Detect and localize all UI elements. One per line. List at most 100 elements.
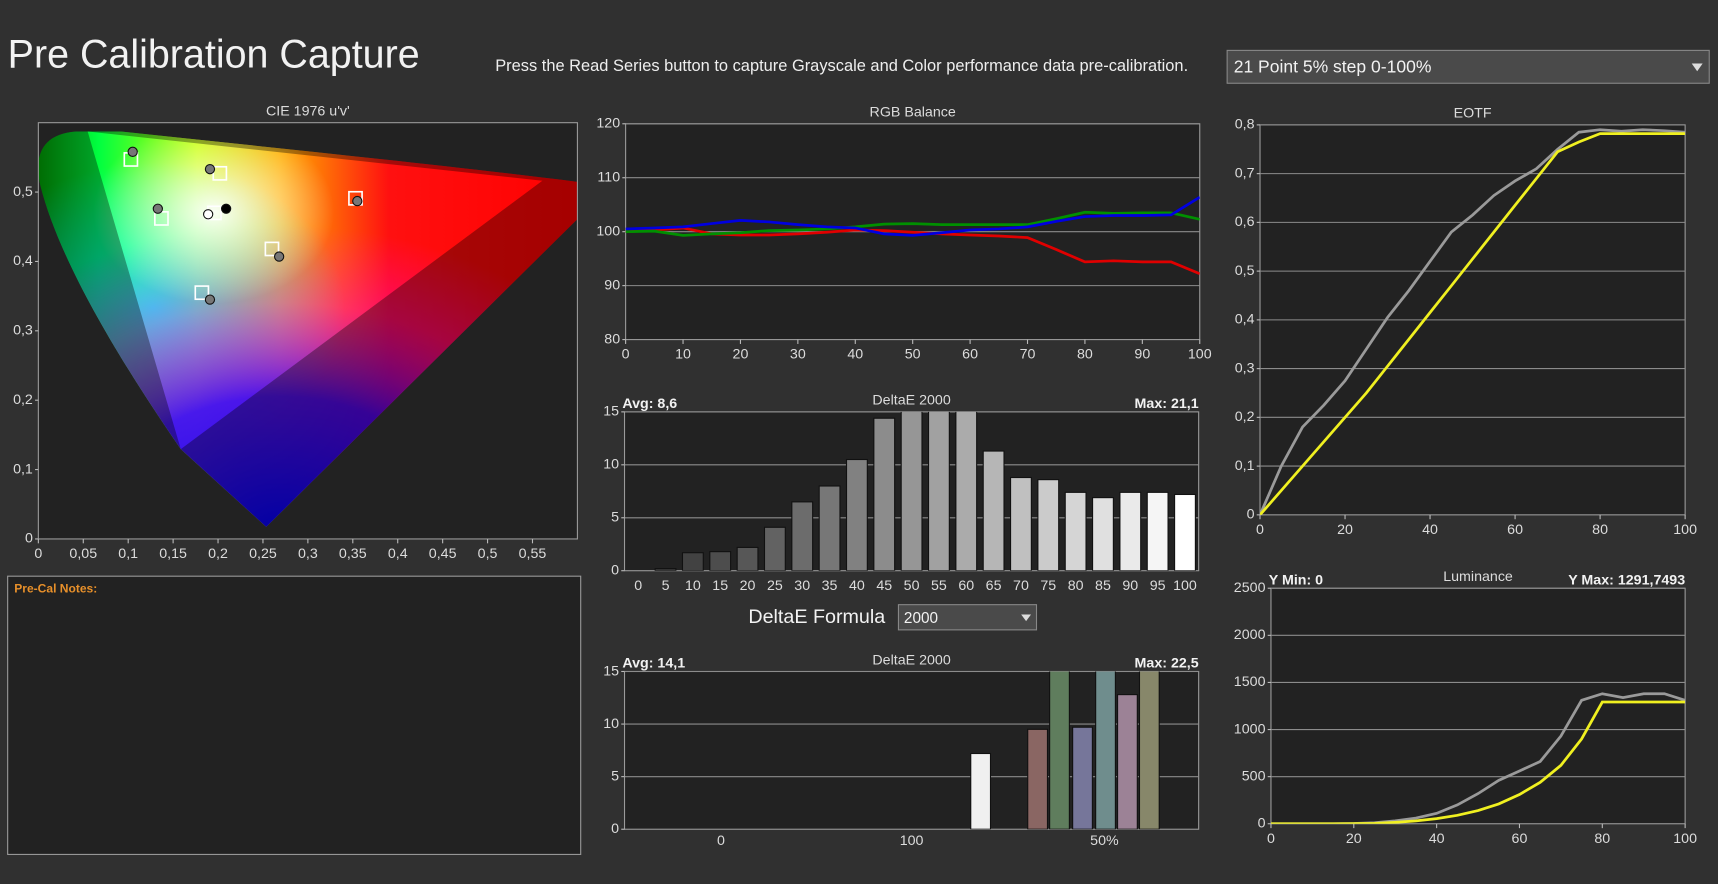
measured-marker [352, 195, 363, 207]
bar [955, 411, 978, 571]
y-tick-label: 1000 [1234, 721, 1266, 737]
x-tick-label: 70 [1020, 347, 1036, 363]
bar [1064, 491, 1087, 571]
dropdown-box[interactable] [1226, 49, 1710, 84]
x-tick-label: 100 [1673, 831, 1697, 847]
series-line [1260, 132, 1686, 515]
bar [818, 485, 841, 571]
measured-marker [220, 203, 232, 214]
x-tick-label: 30 [794, 578, 810, 594]
chart-title: EOTF [1454, 106, 1492, 122]
bar [791, 501, 814, 571]
x-tick-label: 100 [1673, 522, 1697, 538]
x-tick-label: 0,5 [478, 546, 498, 562]
x-tick-label: 60 [958, 578, 974, 594]
chart-title: Luminance [1443, 569, 1513, 585]
chart-line: EOTF 0 0,1 0,2 0,3 0,4 0,5 0,6 0,7 0,8 0 20 40 60 80 10… [1235, 106, 1697, 538]
x-tick-label: 100 [1188, 347, 1212, 363]
x-tick-label: 60 [1512, 831, 1528, 847]
y-tick-label: 0,4 [1235, 312, 1255, 328]
stat-label: Avg: 14,1 [622, 656, 685, 672]
y-tick-label: 1500 [1234, 674, 1266, 690]
chart-title: RGB Balance [870, 105, 956, 121]
chart-scatter: CIE 1976 u'v' 0 0,1 0,2 0,3 0,4 0,5 0 0,05 0,1 0,1… [13, 103, 578, 562]
y-tick-label: 0,4 [13, 253, 33, 269]
x-tick-label: 0,4 [388, 546, 408, 562]
bar [1174, 493, 1196, 571]
x-tick-label: 0 [622, 347, 630, 363]
notes-panel[interactable]: Pre-Cal Notes: [7, 575, 582, 855]
x-tick-label: 10 [685, 578, 701, 594]
notes-label: Pre-Cal Notes: [14, 582, 97, 596]
x-tick-label: 100 [900, 833, 924, 849]
series-dropdown[interactable]: 21 Point 5% step 0-100% [1226, 49, 1710, 84]
x-tick-label: 0 [34, 546, 42, 562]
x-tick-label: 40 [1429, 831, 1445, 847]
x-tick-label: 5 [662, 578, 670, 594]
stat-label: Max: 21,1 [1135, 396, 1199, 412]
x-tick-label: 30 [790, 347, 806, 363]
x-tick-label: 80 [1077, 347, 1093, 363]
x-tick-label: 85 [1095, 578, 1111, 594]
x-tick-label: 45 [876, 578, 892, 594]
bar [654, 568, 677, 571]
dropdown-value[interactable]: 21 Point 5% step 0-100% [1234, 57, 1432, 77]
target-marker [194, 285, 210, 301]
notes-box[interactable] [7, 575, 582, 855]
y-tick-label: 0 [1247, 507, 1255, 523]
x-tick-label: 25 [767, 578, 783, 594]
bar [709, 551, 732, 571]
x-tick-label: 0,1 [118, 546, 138, 562]
dropdown-arrow[interactable] [1691, 63, 1703, 72]
x-tick-label: 40 [1422, 522, 1438, 538]
x-tick-label: 0,3 [298, 546, 318, 562]
measured-marker [204, 294, 216, 305]
measured-marker [152, 203, 163, 214]
y-tick-label: 0,3 [1235, 360, 1255, 376]
x-tick-label: 0,25 [249, 546, 277, 562]
dropdown-value[interactable]: 2000 [904, 610, 938, 627]
x-tick-label: 0,05 [69, 546, 97, 562]
stat-label: Y Min: 0 [1269, 572, 1323, 588]
x-tick-label: 100 [1173, 578, 1197, 594]
series-line [1260, 128, 1686, 515]
y-tick-label: 10 [603, 716, 619, 732]
dropdown-box[interactable] [897, 604, 1038, 631]
x-tick-label: 0,15 [159, 546, 187, 562]
stat-label: Avg: 8,6 [622, 396, 677, 412]
y-tick-label: 0,2 [13, 392, 33, 408]
chart-line: RGB Balance 80 90 100 110 120 0 10 20 30 40 50 60 70 8… [596, 105, 1211, 363]
x-tick-label: 0 [634, 578, 642, 594]
formula-dropdown[interactable]: 2000 [897, 604, 1038, 631]
x-tick-label: 75 [1040, 578, 1056, 594]
y-tick-label: 0,1 [1235, 458, 1255, 474]
x-tick-label: 0,2 [208, 546, 228, 562]
x-tick-label: 0 [1267, 831, 1275, 847]
stat-label: Y Max: 1291,7493 [1568, 572, 1685, 588]
bar [1010, 476, 1032, 571]
formula-label: DeltaE Formula [748, 606, 885, 628]
y-tick-label: 5 [611, 768, 619, 784]
bar [1119, 491, 1142, 571]
y-tick-label: 5 [611, 510, 619, 526]
x-tick-label: 60 [1507, 522, 1523, 538]
target-marker [212, 165, 228, 181]
plot-area [1270, 587, 1686, 825]
series-line [625, 196, 1200, 237]
x-tick-label: 10 [675, 347, 691, 363]
y-tick-label: 0,3 [13, 323, 33, 339]
y-tick-label: 0,7 [1235, 165, 1255, 181]
measured-marker [203, 209, 214, 220]
x-tick-label: 20 [1337, 522, 1353, 538]
x-tick-label: 95 [1150, 578, 1166, 594]
bar [1027, 728, 1049, 830]
dropdown-arrow[interactable] [1021, 614, 1032, 622]
chart-bar: DeltaE 2000 Avg: 8,6 Max: 21,1 0 5 10 15 0 5 10 15… [603, 393, 1200, 594]
bar [681, 552, 704, 571]
stat-label: Max: 22,5 [1135, 656, 1199, 672]
bar [927, 411, 950, 571]
x-tick-label: 80 [1592, 522, 1608, 538]
x-tick-label: 20 [1346, 831, 1362, 847]
x-tick-label: 70 [1013, 578, 1029, 594]
x-tick-label: 0,35 [339, 546, 367, 562]
